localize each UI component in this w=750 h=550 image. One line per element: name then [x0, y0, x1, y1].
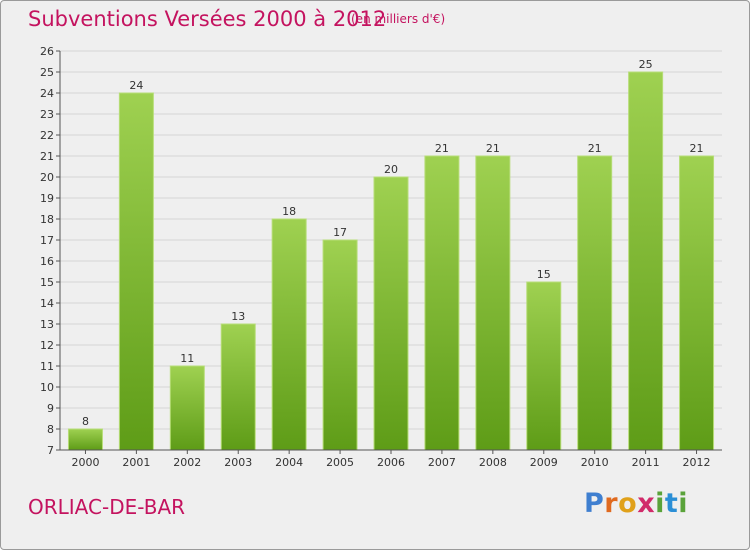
bar: [322, 239, 358, 451]
bar: [118, 92, 154, 451]
data-label: 20: [384, 163, 398, 176]
y-tick-label: 20: [40, 171, 54, 184]
x-tick-label: 2004: [275, 456, 303, 469]
bar: [169, 365, 205, 451]
y-tick-label: 25: [40, 66, 54, 79]
data-label: 24: [129, 79, 143, 92]
x-tick-label: 2008: [479, 456, 507, 469]
data-label: 21: [486, 142, 500, 155]
data-label: 13: [231, 310, 245, 323]
y-tick-label: 8: [47, 423, 54, 436]
y-tick-label: 24: [40, 87, 54, 100]
y-tick-label: 17: [40, 234, 54, 247]
y-tick-label: 14: [40, 297, 54, 310]
data-label: 21: [435, 142, 449, 155]
data-label: 25: [639, 58, 653, 71]
data-label: 21: [690, 142, 704, 155]
x-axis: 2000 2001 2002 2003 2004 2005 2006 2007 2008 2009…: [60, 449, 722, 469]
y-tick-label: 26: [40, 45, 54, 58]
y-tick-label: 13: [40, 318, 54, 331]
x-tick-label: 2011: [632, 456, 660, 469]
x-tick-label: 2009: [530, 456, 558, 469]
bar: [679, 155, 715, 451]
chart-title: Subventions Versées 2000 à 2012: [28, 7, 387, 31]
y-tick-label: 15: [40, 276, 54, 289]
bar: [526, 281, 562, 451]
bar: [424, 155, 460, 451]
bar: [628, 71, 664, 451]
x-tick-label: 2001: [122, 456, 150, 469]
y-tick-label: 7: [47, 444, 54, 457]
y-tick-label: 19: [40, 192, 54, 205]
data-label: 17: [333, 226, 347, 239]
bar: [271, 218, 307, 451]
data-labels: 8 24 11 13 18 17 20 21 21 15 21 25 21: [82, 58, 704, 428]
x-tick-label: 2002: [173, 456, 201, 469]
bar: [67, 428, 103, 451]
data-label: 11: [180, 352, 194, 365]
bar: [475, 155, 511, 451]
data-label: 18: [282, 205, 296, 218]
x-tick-label: 2007: [428, 456, 456, 469]
bar: [373, 176, 409, 451]
x-tick-label: 2003: [224, 456, 252, 469]
x-tick-label: 2005: [326, 456, 354, 469]
x-tick-label: 2012: [683, 456, 711, 469]
y-tick-label: 11: [40, 360, 54, 373]
x-tick-label: 2010: [581, 456, 609, 469]
y-tick-label: 10: [40, 381, 54, 394]
y-tick-label: 21: [40, 150, 54, 163]
data-label: 8: [82, 415, 89, 428]
data-label: 15: [537, 268, 551, 281]
data-label: 21: [588, 142, 602, 155]
bar: [220, 323, 256, 451]
bars: [67, 71, 715, 451]
x-tick-label: 2000: [71, 456, 99, 469]
y-tick-label: 18: [40, 213, 54, 226]
chart-subtitle: (en milliers d'€): [351, 12, 446, 26]
commune-name: ORLIAC-DE-BAR: [28, 495, 186, 519]
y-tick-label: 12: [40, 339, 54, 352]
y-tick-label: 16: [40, 255, 54, 268]
y-tick-label: 22: [40, 129, 54, 142]
y-tick-label: 9: [47, 402, 54, 415]
y-tick-label: 23: [40, 108, 54, 121]
proxiti-logo: Proxiti: [584, 488, 689, 519]
y-axis: 7 8 9 10 11 12 13 14 15 16 17 18 19 20 21 22 23 24 25 26: [40, 45, 61, 457]
bar: [577, 155, 613, 451]
x-tick-label: 2006: [377, 456, 405, 469]
